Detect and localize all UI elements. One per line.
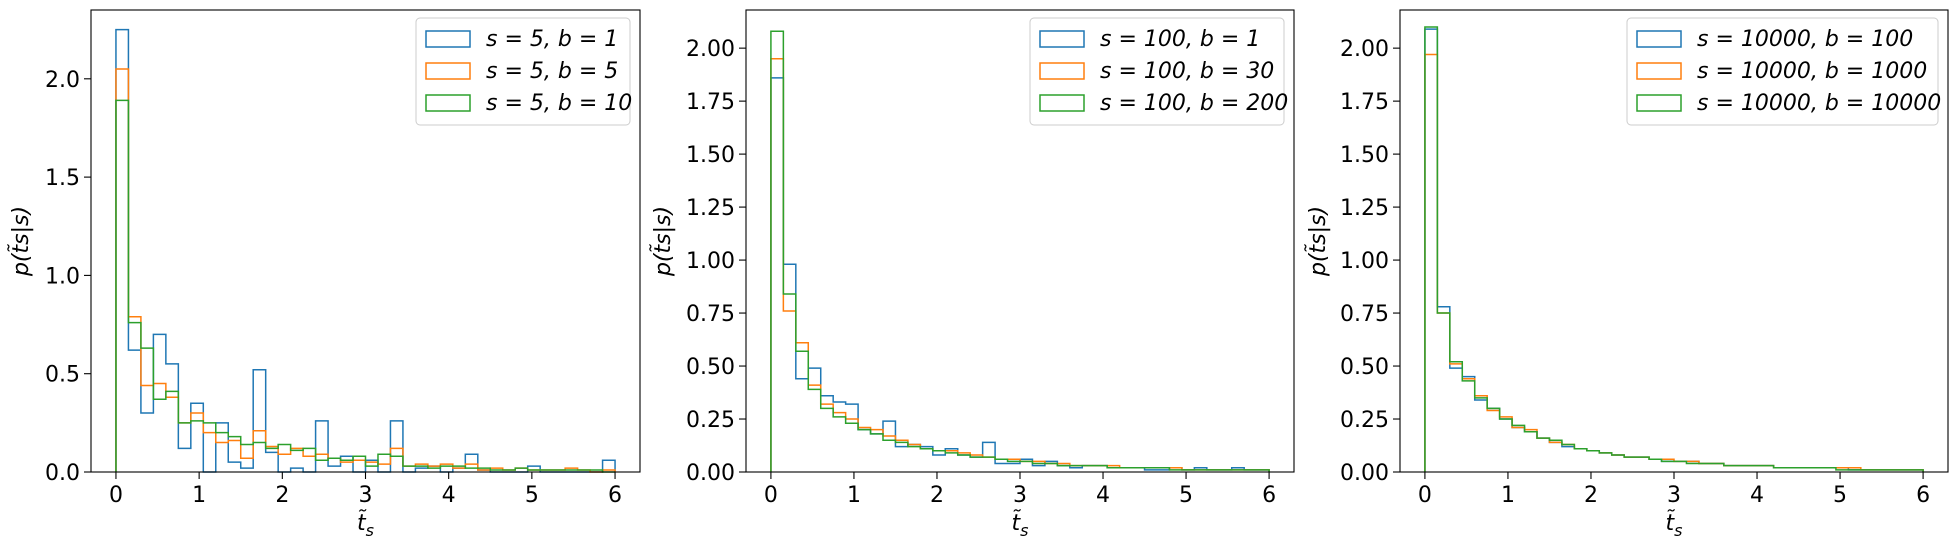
legend: s = 100, b = 1 s = 100, b = 30 s = 100, b … bbox=[1029, 17, 1288, 126]
legend-swatch bbox=[1039, 62, 1085, 80]
y-tick-label: 0.50 bbox=[686, 355, 735, 380]
legend-box bbox=[1029, 17, 1285, 126]
y-tick-label: 0.25 bbox=[1340, 408, 1389, 433]
histogram-series-3 bbox=[1424, 26, 1924, 472]
x-tick-label: 4 bbox=[1096, 483, 1110, 508]
y-tick-label: 1.50 bbox=[1340, 143, 1389, 168]
histogram-series-3 bbox=[115, 99, 616, 473]
legend: s = 5, b = 1 s = 5, b = 5 s = 5, b = 10 bbox=[415, 17, 632, 126]
y-tick-label: 2.0 bbox=[45, 68, 80, 93]
y-tick-label: 1.50 bbox=[686, 143, 735, 168]
x-axis-label: t̃s bbox=[1012, 510, 1029, 540]
y-tick-label: 0.5 bbox=[45, 363, 80, 388]
x-tick-label: 1 bbox=[847, 483, 861, 508]
legend-box bbox=[1626, 17, 1939, 126]
x-tick-label: 2 bbox=[275, 483, 289, 508]
y-tick-label: 1.25 bbox=[1340, 196, 1389, 221]
legend-swatch bbox=[1039, 30, 1085, 48]
y-tick-label: 2.00 bbox=[1340, 37, 1389, 62]
x-tick-label: 3 bbox=[1667, 483, 1681, 508]
legend-label: s = 100, b = 30 bbox=[1100, 59, 1274, 84]
y-tick-label: 0.00 bbox=[1340, 461, 1389, 486]
x-tick-label: 6 bbox=[1262, 483, 1276, 508]
x-tick-label: 6 bbox=[608, 483, 622, 508]
x-tick-label: 2 bbox=[1584, 483, 1598, 508]
x-axis-label: t̃s bbox=[357, 510, 374, 540]
chart-panel-3: 0 1 2 3 4 5 6 0.00 0.25 0.50 0.75 1.00 1.25 1.50 1.75 2… bbox=[1305, 9, 1949, 540]
x-axis-label: t̃s bbox=[1666, 510, 1683, 540]
legend: s = 10000, b = 100 s = 10000, b = 1000 s =… bbox=[1626, 17, 1941, 126]
y-tick-label: 1.5 bbox=[45, 166, 80, 191]
x-tick-label: 0 bbox=[1418, 483, 1432, 508]
legend-label: s = 5, b = 1 bbox=[486, 27, 618, 52]
y-tick-label: 1.00 bbox=[1340, 249, 1389, 274]
x-tick-label: 0 bbox=[109, 483, 123, 508]
histogram-series-3 bbox=[770, 30, 1270, 473]
legend-swatch bbox=[425, 94, 471, 112]
y-tick-label: 0.00 bbox=[686, 461, 735, 486]
x-tick-label: 4 bbox=[442, 483, 456, 508]
x-tick-label: 5 bbox=[525, 483, 539, 508]
x-tick-label: 2 bbox=[930, 483, 944, 508]
legend-label: s = 10000, b = 1000 bbox=[1697, 59, 1927, 84]
x-tick-label: 4 bbox=[1750, 483, 1764, 508]
x-tick-label: 5 bbox=[1833, 483, 1847, 508]
legend-label: s = 10000, b = 10000 bbox=[1697, 91, 1941, 116]
legend-swatch bbox=[425, 62, 471, 80]
y-tick-label: 1.75 bbox=[1340, 90, 1389, 115]
legend-swatch bbox=[1636, 62, 1682, 80]
x-tick-label: 1 bbox=[1501, 483, 1515, 508]
y-tick-label: 0.50 bbox=[1340, 355, 1389, 380]
x-tick-label: 5 bbox=[1179, 483, 1193, 508]
x-tick-label: 3 bbox=[1013, 483, 1027, 508]
x-tick-label: 6 bbox=[1916, 483, 1930, 508]
legend-swatch bbox=[1039, 94, 1085, 112]
y-tick-label: 0.0 bbox=[45, 461, 80, 486]
legend-label: s = 5, b = 5 bbox=[486, 59, 618, 84]
chart-panel-2: 0 1 2 3 4 5 6 0.00 0.25 0.50 0.75 1.00 1.25 1.50 1.75 2… bbox=[650, 9, 1295, 540]
legend-label: s = 100, b = 200 bbox=[1100, 91, 1288, 116]
y-tick-label: 1.25 bbox=[686, 196, 735, 221]
legend-label: s = 5, b = 10 bbox=[486, 91, 632, 116]
legend-label: s = 10000, b = 100 bbox=[1697, 27, 1913, 52]
y-tick-label: 2.00 bbox=[686, 37, 735, 62]
x-tick-label: 3 bbox=[359, 483, 373, 508]
y-axis-label: p(t̃s|s) bbox=[650, 206, 676, 277]
y-tick-label: 1.0 bbox=[45, 264, 80, 289]
y-tick-label: 0.75 bbox=[1340, 302, 1389, 327]
legend-swatch bbox=[1636, 30, 1682, 48]
y-axis-label: p(t̃s|s) bbox=[8, 206, 34, 277]
y-axis-label: p(t̃s|s) bbox=[1305, 206, 1331, 277]
chart-panel-1: 0 1 2 3 4 5 6 0.0 0.5 1.0 1.5 2.0 t̃s p(t̃s|s) s = 5, … bbox=[8, 9, 641, 540]
y-tick-label: 0.75 bbox=[686, 302, 735, 327]
x-tick-label: 0 bbox=[764, 483, 778, 508]
y-tick-label: 0.25 bbox=[686, 408, 735, 433]
y-tick-label: 1.00 bbox=[686, 249, 735, 274]
y-tick-label: 1.75 bbox=[686, 90, 735, 115]
legend-swatch bbox=[1636, 94, 1682, 112]
legend-swatch bbox=[425, 30, 471, 48]
x-tick-label: 1 bbox=[192, 483, 206, 508]
legend-label: s = 100, b = 1 bbox=[1100, 27, 1260, 52]
